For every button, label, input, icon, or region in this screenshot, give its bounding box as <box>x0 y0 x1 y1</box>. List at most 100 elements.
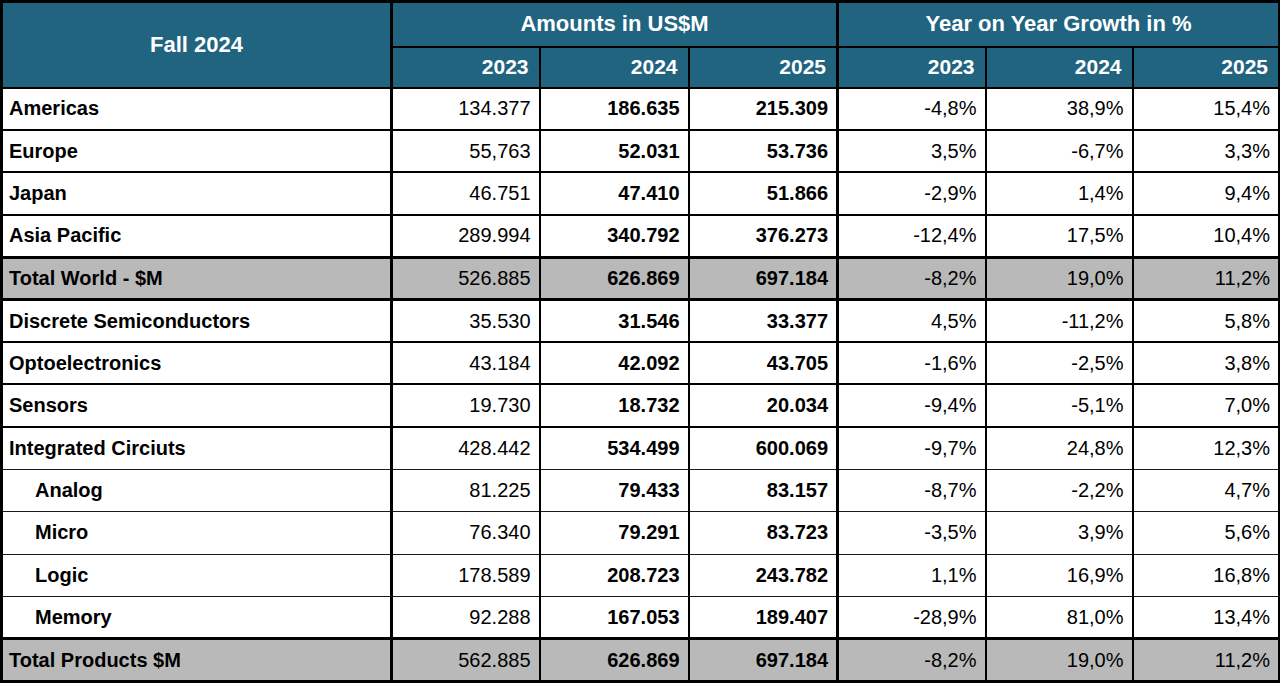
amount-2024-cell: 79.433 <box>540 469 689 511</box>
growth-2024-cell: -2,5% <box>986 342 1133 384</box>
growth-2025-cell: 16,8% <box>1133 554 1280 596</box>
amounts-year-2025-header: 2025 <box>689 47 838 88</box>
amount-2023-cell: 562.885 <box>392 639 540 682</box>
amount-2025-cell: 51.866 <box>689 172 838 214</box>
amount-2025-cell: 189.407 <box>689 597 838 639</box>
table-row: Analog81.22579.43383.157-8,7%-2,2%4,7% <box>2 469 1280 511</box>
growth-2024-cell: -6,7% <box>986 130 1133 172</box>
row-label: Discrete Semiconductors <box>2 300 392 342</box>
growth-year-2023-header: 2023 <box>838 47 986 88</box>
row-label: Asia Pacific <box>2 215 392 257</box>
table-row: Micro76.34079.29183.723-3,5%3,9%5,6% <box>2 512 1280 554</box>
growth-2023-cell: 1,1% <box>838 554 986 596</box>
growth-2024-cell: 24,8% <box>986 427 1133 469</box>
table-row: Discrete Semiconductors35.53031.54633.37… <box>2 300 1280 342</box>
amounts-group-header: Amounts in US$M <box>392 2 838 47</box>
amount-2024-cell: 52.031 <box>540 130 689 172</box>
amount-2023-cell: 35.530 <box>392 300 540 342</box>
amount-2023-cell: 55,763 <box>392 130 540 172</box>
growth-2023-cell: -2,9% <box>838 172 986 214</box>
table-row: Sensors19.73018.73220.034-9,4%-5,1%7,0% <box>2 384 1280 426</box>
table-row: Integrated Circiuts428.442534.499600.069… <box>2 427 1280 469</box>
table-row: Logic178.589208.723243.7821,1%16,9%16,8% <box>2 554 1280 596</box>
amount-2023-cell: 92.288 <box>392 597 540 639</box>
report-title-cell: Fall 2024 <box>2 2 392 88</box>
growth-2023-cell: -8,2% <box>838 257 986 299</box>
table-row: Total World - $M526.885626.869697.184-8,… <box>2 257 1280 299</box>
amount-2025-cell: 43.705 <box>689 342 838 384</box>
amount-2023-cell: 134.377 <box>392 88 540 130</box>
amount-2024-cell: 340.792 <box>540 215 689 257</box>
amount-2025-cell: 243.782 <box>689 554 838 596</box>
growth-2023-cell: -28,9% <box>838 597 986 639</box>
row-label: Total Products $M <box>2 639 392 682</box>
growth-2025-cell: 13,4% <box>1133 597 1280 639</box>
growth-2023-cell: -4,8% <box>838 88 986 130</box>
growth-2023-cell: -9,4% <box>838 384 986 426</box>
amount-2023-cell: 428.442 <box>392 427 540 469</box>
growth-2024-cell: 16,9% <box>986 554 1133 596</box>
semiconductor-forecast-table: Fall 2024 Amounts in US$M Year on Year G… <box>0 0 1280 683</box>
amount-2024-cell: 47.410 <box>540 172 689 214</box>
row-label: Sensors <box>2 384 392 426</box>
amount-2024-cell: 626.869 <box>540 639 689 682</box>
amount-2025-cell: 33.377 <box>689 300 838 342</box>
growth-2024-cell: 81,0% <box>986 597 1133 639</box>
amount-2023-cell: 178.589 <box>392 554 540 596</box>
row-label: Optoelectronics <box>2 342 392 384</box>
table-row: Asia Pacific289.994340.792376.273-12,4%1… <box>2 215 1280 257</box>
growth-2025-cell: 9,4% <box>1133 172 1280 214</box>
amount-2023-cell: 81.225 <box>392 469 540 511</box>
table-row: Memory92.288167.053189.407-28,9%81,0%13,… <box>2 597 1280 639</box>
amounts-year-2024-header: 2024 <box>540 47 689 88</box>
amount-2025-cell: 600.069 <box>689 427 838 469</box>
growth-2025-cell: 15,4% <box>1133 88 1280 130</box>
table-row: Optoelectronics43.18442.09243.705-1,6%-2… <box>2 342 1280 384</box>
growth-2023-cell: -8,2% <box>838 639 986 682</box>
growth-2025-cell: 5,6% <box>1133 512 1280 554</box>
amount-2025-cell: 53.736 <box>689 130 838 172</box>
row-label: Europe <box>2 130 392 172</box>
growth-2024-cell: 17,5% <box>986 215 1133 257</box>
amount-2024-cell: 31.546 <box>540 300 689 342</box>
row-label: Americas <box>2 88 392 130</box>
growth-2025-cell: 11,2% <box>1133 639 1280 682</box>
table-row: Japan46.75147.41051.866-2,9%1,4%9,4% <box>2 172 1280 214</box>
amount-2023-cell: 526.885 <box>392 257 540 299</box>
row-label: Integrated Circiuts <box>2 427 392 469</box>
growth-2023-cell: -8,7% <box>838 469 986 511</box>
growth-2025-cell: 7,0% <box>1133 384 1280 426</box>
amount-2025-cell: 83.723 <box>689 512 838 554</box>
growth-2025-cell: 10,4% <box>1133 215 1280 257</box>
growth-2024-cell: -5,1% <box>986 384 1133 426</box>
amount-2025-cell: 215.309 <box>689 88 838 130</box>
amount-2023-cell: 46.751 <box>392 172 540 214</box>
growth-2024-cell: 19,0% <box>986 639 1133 682</box>
amount-2025-cell: 697.184 <box>689 639 838 682</box>
amount-2023-cell: 76.340 <box>392 512 540 554</box>
growth-2025-cell: 4,7% <box>1133 469 1280 511</box>
table-body: Americas134.377186.635215.309-4,8%38,9%1… <box>2 88 1280 682</box>
growth-2023-cell: -9,7% <box>838 427 986 469</box>
table-row: Total Products $M562.885626.869697.184-8… <box>2 639 1280 682</box>
row-label: Total World - $M <box>2 257 392 299</box>
amount-2024-cell: 42.092 <box>540 342 689 384</box>
growth-2024-cell: 3,9% <box>986 512 1133 554</box>
amount-2025-cell: 20.034 <box>689 384 838 426</box>
growth-2023-cell: 3,5% <box>838 130 986 172</box>
growth-group-header: Year on Year Growth in % <box>838 2 1280 47</box>
row-label: Logic <box>2 554 392 596</box>
amount-2025-cell: 376.273 <box>689 215 838 257</box>
table-header: Fall 2024 Amounts in US$M Year on Year G… <box>2 2 1280 88</box>
amount-2023-cell: 43.184 <box>392 342 540 384</box>
amount-2024-cell: 186.635 <box>540 88 689 130</box>
growth-2025-cell: 3,8% <box>1133 342 1280 384</box>
row-label: Memory <box>2 597 392 639</box>
amount-2023-cell: 289.994 <box>392 215 540 257</box>
amount-2024-cell: 167.053 <box>540 597 689 639</box>
growth-2024-cell: 1,4% <box>986 172 1133 214</box>
growth-2024-cell: 19,0% <box>986 257 1133 299</box>
growth-2025-cell: 11,2% <box>1133 257 1280 299</box>
table-row: Americas134.377186.635215.309-4,8%38,9%1… <box>2 88 1280 130</box>
growth-2024-cell: 38,9% <box>986 88 1133 130</box>
